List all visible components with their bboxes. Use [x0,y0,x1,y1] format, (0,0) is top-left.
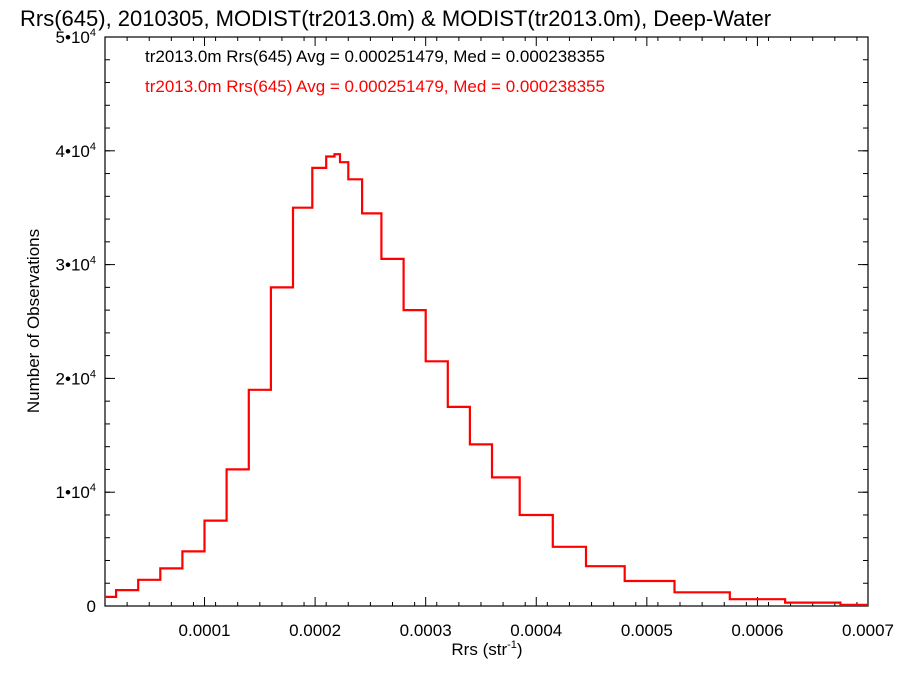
y-tick-label: 4•104 [56,141,96,161]
x-tick-label: 0.0005 [621,621,673,640]
y-tick-label: 1•104 [56,482,96,502]
legend: tr2013.0m Rrs(645) Avg = 0.000251479, Me… [145,47,605,96]
legend-entry: tr2013.0m Rrs(645) Avg = 0.000251479, Me… [145,47,605,66]
histogram-series-line [105,153,868,606]
y-tick-label: 2•104 [56,368,96,388]
x-axis-label-text: Rrs (str [451,640,507,659]
y-axis-label: Number of Observations [24,229,43,413]
legend-entry: tr2013.0m Rrs(645) Avg = 0.000251479, Me… [145,77,605,96]
x-tick-label: 0.0003 [400,621,452,640]
x-axis-label: Rrs (str-1) [451,639,522,659]
x-tick-label: 0.0006 [731,621,783,640]
x-tick-label: 0.0002 [289,621,341,640]
plot-frame [104,36,869,607]
y-tick-label: 0 [87,597,96,616]
y-tick-label: 3•104 [56,255,96,275]
x-axis-label-close: ) [517,640,523,659]
y-tick-label: 5•104 [56,27,96,47]
chart-title: Rrs(645), 2010305, MODIST(tr2013.0m) & M… [20,6,771,31]
y-axis-ticks: 0 1•104 2•104 3•104 4•104 5•104 [56,27,868,616]
x-tick-label: 0.0007 [842,621,894,640]
x-tick-label: 0.0001 [179,621,231,640]
x-axis-ticks: 0.0001 0.0002 0.0003 0.0004 0.0005 0.0006 0.00… [104,37,894,640]
x-tick-label: 0.0004 [510,621,562,640]
x-axis-label-exponent: -1 [507,639,517,651]
series-layer [105,153,868,606]
